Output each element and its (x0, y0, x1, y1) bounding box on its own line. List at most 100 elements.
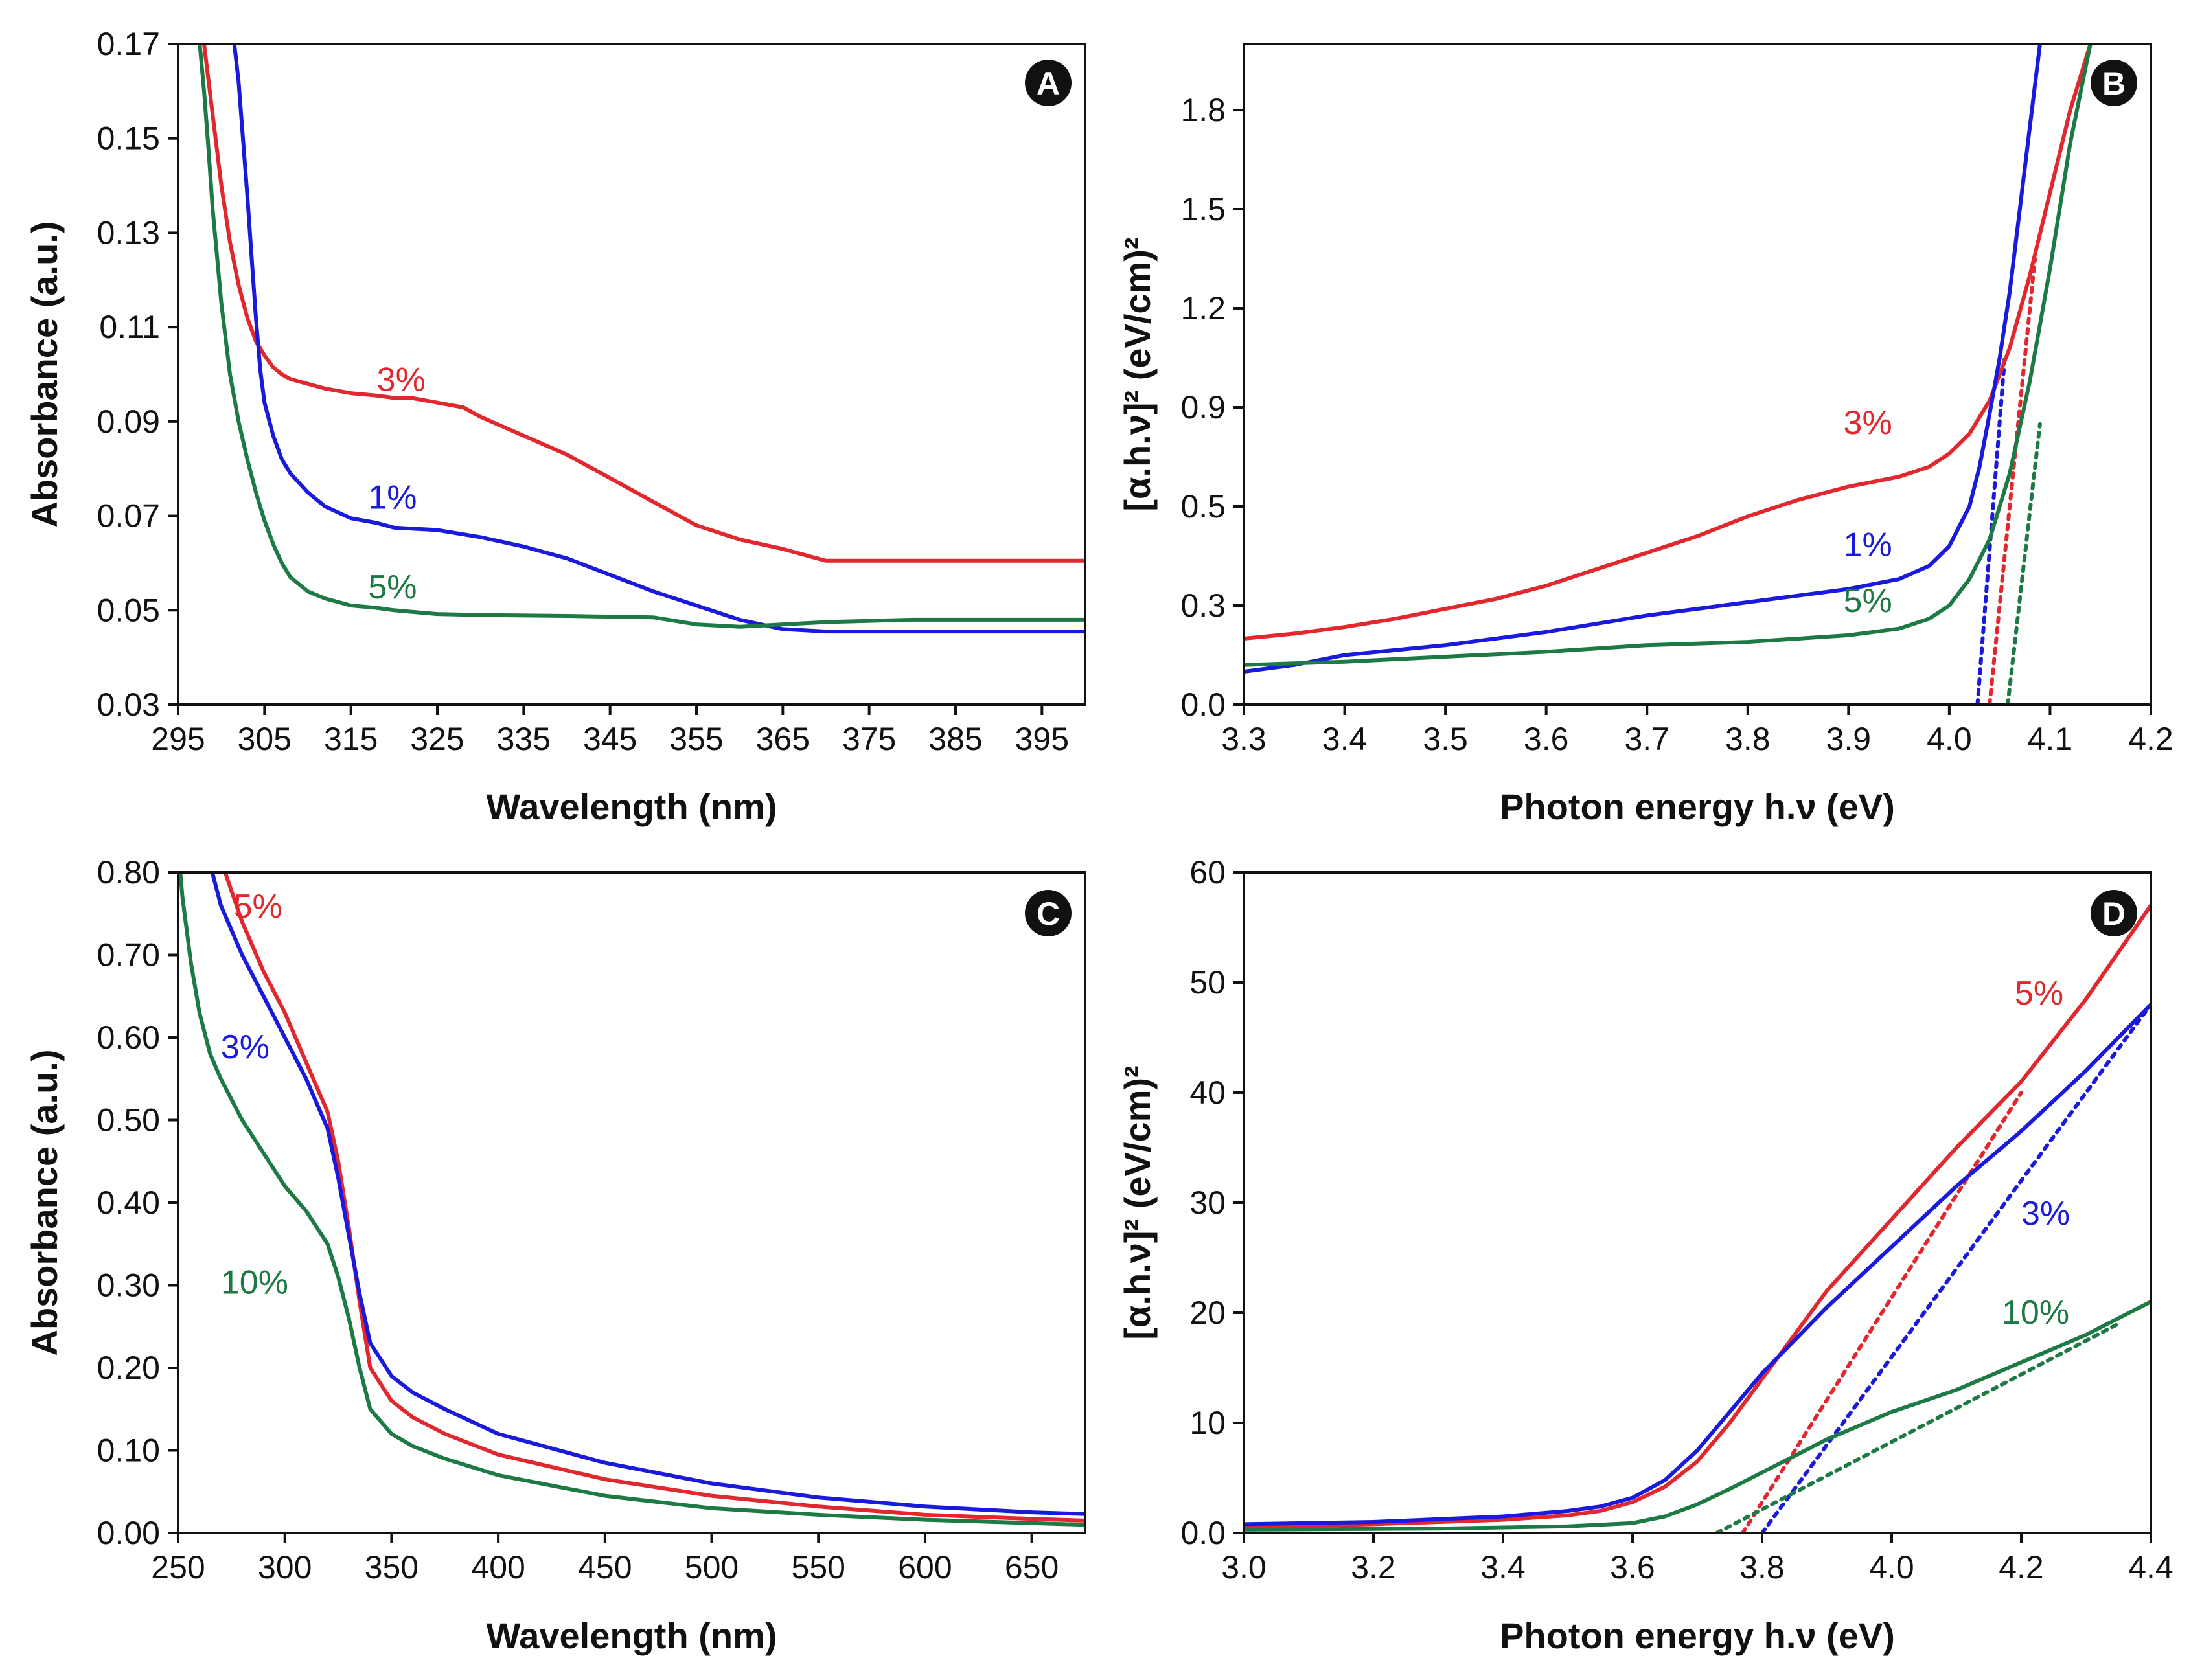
panel-b-series-label-3pct: 3% (1844, 404, 1892, 442)
panel-a-y-tick-label: 0.11 (99, 309, 160, 345)
panel-a: 3% 1% 5% 295 305 315 325 335 345 355 365 375 385 395… (24, 26, 1086, 827)
panel-b-y-tick-label: 1.5 (1180, 191, 1226, 227)
panel-c-badge: C (1025, 890, 1072, 936)
panel-a-y-tick-label: 0.03 (97, 687, 160, 723)
panel-c-x-tick-label: 350 (365, 1549, 419, 1585)
panel-a-y-tick-label: 0.09 (97, 403, 160, 440)
panel-a-series-layer: 3% 1% 5% (198, 44, 1085, 634)
panel-c-y-tick-label: 0.80 (97, 854, 160, 891)
panel-b-series-3pct (1244, 44, 2093, 641)
panel-b-y-tick-label: 1.8 (1180, 92, 1226, 128)
panel-a-y-tick-label: 0.17 (97, 26, 160, 62)
panel-d-tangent-blue (1760, 1003, 2151, 1533)
panel-c-y-tick-label: 0.40 (97, 1185, 160, 1221)
panel-c-x-tick-label: 600 (898, 1549, 952, 1585)
panel-c-badge-label: C (1037, 896, 1060, 932)
panel-c-x-tick-label: 500 (685, 1549, 739, 1585)
panel-c-x-tick-label: 450 (578, 1549, 632, 1585)
panel-b-y-tick-label: 1.2 (1180, 290, 1226, 326)
panel-a-x-tick-label: 345 (583, 721, 637, 757)
panel-a-frame (177, 43, 1086, 706)
panel-b-x-tick-label: 3.6 (1524, 721, 1569, 757)
panel-d-plot-area (1244, 904, 2151, 1533)
panel-c-y-axis-title: Absorbance (a.u.) (24, 1050, 65, 1356)
panel-a-x-tick-label: 325 (410, 721, 464, 757)
panel-b-x-axis-title: Photon energy h.ν (eV) (1500, 786, 1895, 827)
panel-c-series-label-3pct: 3% (221, 1028, 270, 1066)
panel-c-series-layer: 5% 3% 10% (178, 872, 1085, 1527)
panel-d-y-tick-label: 40 (1189, 1074, 1226, 1111)
panel-c-frame (177, 871, 1086, 1534)
panel-d-y-axis-title: [α.h.ν]² (eV/cm)² (1117, 1065, 1158, 1339)
panel-c-badge-circle (1025, 890, 1072, 936)
panel-a-y-axis-title: Absorbance (a.u.) (24, 221, 65, 528)
panel-b-x-tick-label: 4.0 (1927, 721, 1972, 757)
panel-c-y-tick-label: 0.70 (97, 937, 160, 973)
panel-c-y-tick-label: 0.10 (97, 1433, 160, 1469)
panel-d-x-axis-title: Photon energy h.ν (eV) (1500, 1615, 1895, 1656)
panel-d-x-tick-label: 3.6 (1610, 1549, 1655, 1585)
panel-b-y-tick-label: 0.3 (1180, 587, 1226, 624)
panel-b-badge: B (2091, 60, 2137, 106)
panel-d-series-label-3pct: 3% (2021, 1195, 2070, 1232)
panel-a-y-tick-label: 0.15 (97, 120, 160, 157)
panel-d-x-tick-label: 4.0 (1869, 1549, 1914, 1585)
panel-d: 5%3%10% 3.0 3.2 3.4 3.6 3.8 4.0 4.2 4.40.010203… (1117, 854, 2173, 1656)
panel-d-series-label-5pct: 5% (2015, 975, 2063, 1012)
panel-a-plot-area (198, 44, 1085, 634)
panel-b-y-tick-label: 0.9 (1180, 389, 1226, 426)
panel-a-series-5pct (198, 44, 1085, 629)
panel-b-series-label-5pct: 5% (1844, 582, 1892, 620)
panel-b: 3% 1% 5% 3.3 3.4 3.5 3.6 3.7 3.8 3.9 4.0 4.1 4.2 0.0… (1117, 43, 2173, 827)
panel-a-series-label-3pct: 3% (377, 361, 426, 399)
panel-c-y-tick-label: 0.30 (97, 1267, 160, 1304)
panel-c-x-tick-label: 650 (1005, 1549, 1059, 1585)
panel-c-y-tick-label: 0.20 (97, 1350, 160, 1386)
panel-c-plot-area (178, 872, 1085, 1527)
panel-c-series-3pct (210, 872, 1085, 1516)
panel-d-badge-circle (2091, 890, 2137, 936)
panel-b-tangent-blue (1975, 356, 2007, 705)
panel-c-x-axis-title: Wavelength (nm) (486, 1615, 777, 1656)
panel-b-ticks: 3.3 3.4 3.5 3.6 3.7 3.8 3.9 4.0 4.1 4.2 0.0 0.3 0.5 0… (1180, 92, 2173, 757)
panel-b-tangent-green (2006, 422, 2042, 705)
panel-d-series-5pct (1244, 904, 2151, 1530)
panel-a-badge: A (1025, 60, 1072, 106)
panel-b-frame (1243, 43, 2152, 706)
panel-c-x-tick-label: 400 (471, 1549, 525, 1585)
panel-d-badge-label: D (2102, 896, 2126, 932)
panel-c-series-5pct (223, 872, 1085, 1523)
panel-c: 5% 3% 10% 250 300 350 400 450 500 550 600 650 0.00 0… (24, 854, 1086, 1656)
panel-d-x-tick-label: 3.4 (1480, 1549, 1526, 1585)
panel-d-y-tick-label: 50 (1189, 964, 1226, 1001)
panel-d-x-tick-label: 3.2 (1351, 1549, 1396, 1585)
panel-a-x-tick-label: 365 (756, 721, 810, 757)
panel-d-y-tick-label: 10 (1189, 1405, 1226, 1441)
panel-a-x-tick-label: 315 (324, 721, 378, 757)
panel-c-y-tick-label: 0.00 (97, 1515, 160, 1551)
panel-b-y-tick-label: 0.5 (1180, 488, 1226, 525)
panel-c-x-tick-label: 300 (258, 1549, 312, 1585)
panel-a-x-tick-label: 295 (151, 721, 205, 757)
panel-a-series-3pct (202, 44, 1085, 563)
panel-d-series-10pct (1244, 1300, 2151, 1532)
panel-a-x-tick-label: 335 (497, 721, 551, 757)
panel-a-x-tick-label: 385 (928, 721, 982, 757)
panel-d-badge: D (2091, 890, 2137, 936)
panel-d-frame (1243, 871, 2152, 1534)
panel-d-tangent-green (1715, 1322, 2120, 1533)
panel-a-x-tick-label: 395 (1015, 721, 1069, 757)
panel-d-tangent-red (1741, 1091, 2023, 1533)
panel-c-series-label-10pct: 10% (221, 1264, 288, 1301)
panel-b-x-tick-label: 4.2 (2128, 721, 2173, 757)
panel-a-badge-circle (1025, 60, 1072, 106)
panel-a-y-tick-label: 0.05 (97, 592, 160, 628)
panel-b-series-1pct (1244, 44, 2042, 674)
panel-b-x-tick-label: 3.4 (1322, 721, 1368, 757)
panel-b-tangent-red (1988, 256, 2037, 705)
panel-b-x-tick-label: 3.5 (1423, 721, 1468, 757)
panel-b-series-5pct (1244, 44, 2093, 667)
panel-b-badge-label: B (2102, 65, 2126, 102)
panel-c-series-label-5pct: 5% (234, 888, 282, 925)
panel-b-x-tick-label: 3.3 (1221, 721, 1267, 757)
